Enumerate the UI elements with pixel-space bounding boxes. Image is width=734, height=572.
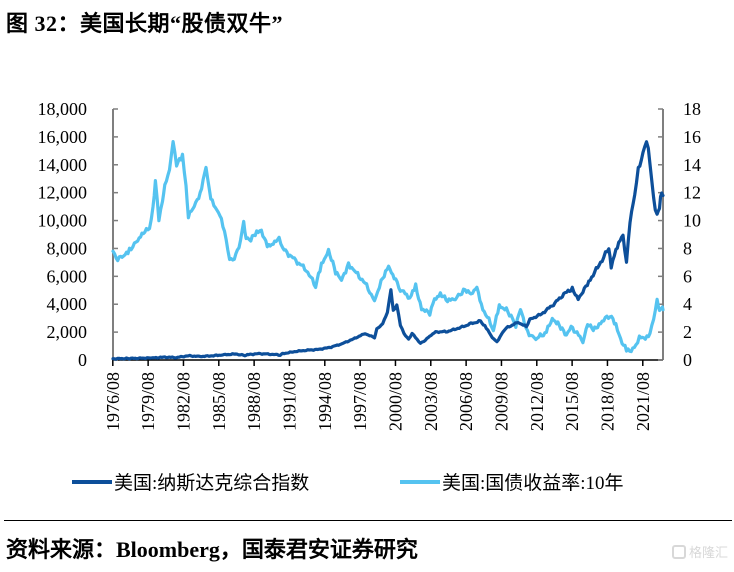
axes [112, 108, 664, 366]
series-line-nasdaq [111, 140, 665, 361]
right-axis-tick-label: 18 [683, 99, 701, 119]
legend-swatch-nasdaq [72, 479, 112, 484]
right-axis-tick-label: 4 [683, 294, 692, 314]
watermark-text: 格隆汇 [688, 546, 728, 561]
right-axis-tick-label: 0 [683, 350, 692, 370]
left-axis-tick-label: 16,000 [38, 127, 88, 147]
legend-swatch-yield [400, 479, 440, 484]
series-line-yield [111, 140, 665, 354]
x-axis-tick-label: 1985/08 [209, 372, 229, 431]
x-axis-tick-label: 1979/08 [138, 372, 158, 431]
x-axis-tick-label: 1994/08 [315, 372, 335, 431]
legend-label-yield: 美国:国债收益率:10年 [442, 473, 624, 494]
legend-item-nasdaq: 美国:纳斯达克综合指数 [72, 468, 309, 495]
right-axis-tick-label: 10 [683, 211, 701, 231]
right-axis-tick-label: 12 [683, 183, 701, 203]
left-axis-tick-label: 12,000 [38, 183, 88, 203]
x-axis-tick-label: 2021/08 [633, 372, 653, 431]
right-axis-tick-label: 8 [683, 238, 692, 258]
left-axis-tick-label: 18,000 [38, 99, 88, 119]
legend-item-yield: 美国:国债收益率:10年 [400, 468, 624, 495]
legend: 美国:纳斯达克综合指数 美国:国债收益率:10年 [0, 468, 734, 498]
chart: 0 2,000 4,000 6,000 8,000 10,000 12,000 14,000 1… [38, 99, 702, 431]
x-axis-tick-label: 2009/08 [491, 372, 511, 431]
watermark: 格隆汇 [671, 542, 728, 561]
left-axis-tick-label: 0 [78, 350, 87, 370]
left-axis-tick-label: 4,000 [47, 294, 88, 314]
tick-labels: 0 2,000 4,000 6,000 8,000 10,000 12,000 14,000 1… [38, 99, 702, 431]
left-axis-tick-label: 8,000 [47, 238, 88, 258]
x-axis-tick-label: 2003/08 [421, 372, 441, 431]
right-axis-tick-label: 6 [683, 266, 692, 286]
left-axis-tick-label: 2,000 [47, 322, 88, 342]
source-note: 资料来源：Bloomberg，国泰君安证券研究 [6, 537, 418, 562]
x-axis-tick-label: 2000/08 [385, 372, 405, 431]
right-axis-tick-label: 16 [683, 127, 701, 147]
divider [4, 520, 732, 521]
x-axis-tick-label: 2006/08 [456, 372, 476, 431]
left-axis-tick-label: 14,000 [38, 155, 88, 175]
x-axis-tick-label: 2015/08 [562, 372, 582, 431]
figure-title: 图 32：美国长期“股债双牛” [6, 11, 284, 36]
x-axis-tick-label: 1976/08 [103, 372, 123, 431]
left-axis-tick-label: 10,000 [38, 211, 88, 231]
series-lines [111, 140, 665, 361]
x-axis-tick-label: 1997/08 [350, 372, 370, 431]
left-axis-tick-label: 6,000 [47, 266, 88, 286]
x-axis-tick-label: 1982/08 [173, 372, 193, 431]
right-axis-tick-label: 14 [683, 155, 701, 175]
x-axis-tick-label: 2018/08 [597, 372, 617, 431]
watermark-logo-icon [671, 544, 686, 559]
x-axis-tick-label: 2012/08 [527, 372, 547, 431]
right-axis-tick-label: 2 [683, 322, 692, 342]
x-axis-tick-label: 1991/08 [279, 372, 299, 431]
x-axis-tick-label: 1988/08 [244, 372, 264, 431]
legend-label-nasdaq: 美国:纳斯达克综合指数 [114, 473, 310, 494]
